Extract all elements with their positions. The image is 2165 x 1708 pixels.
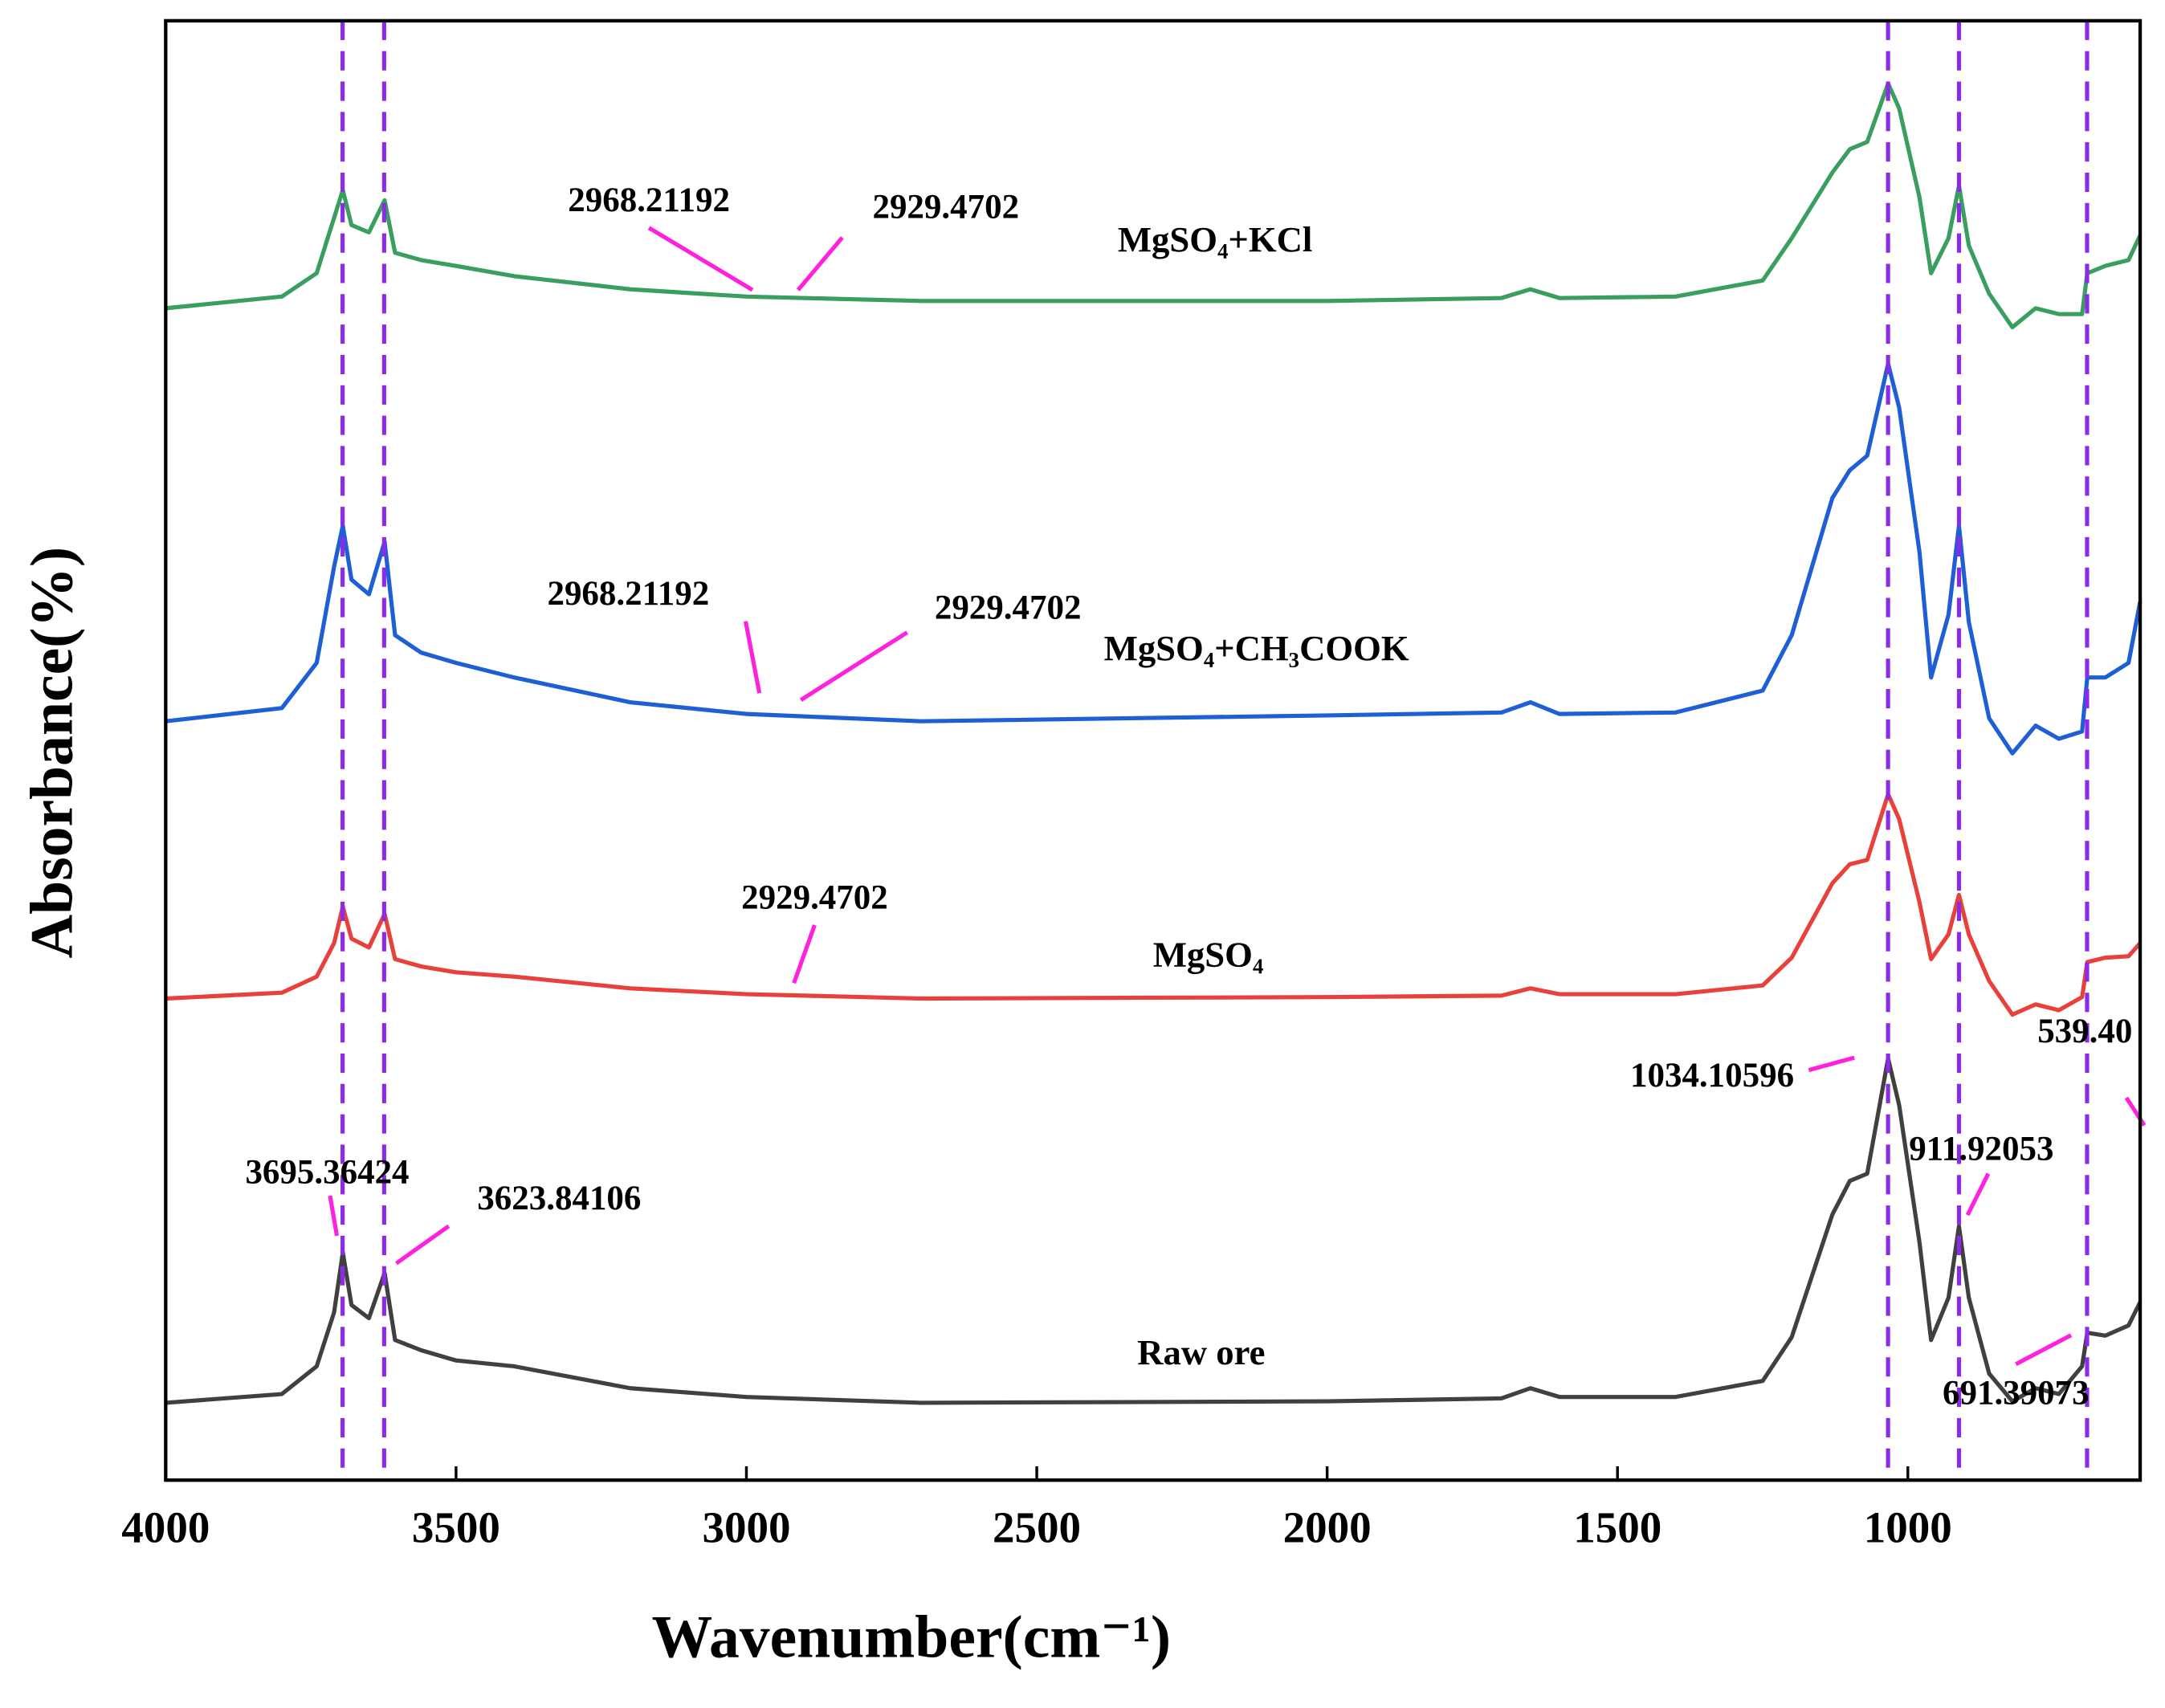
annotation: 2929.4702 [741, 878, 888, 916]
series-label: MgSO₄+CH₃COOK [1104, 628, 1409, 668]
spectrum-line [165, 792, 2142, 1017]
annotation-leader [328, 1195, 340, 1237]
series-label: MgSO₄ [1153, 935, 1264, 975]
annotation: 2968.21192 [547, 575, 709, 613]
annotation: 2929.4702 [872, 189, 1019, 226]
x-tick-label: 4000 [121, 1503, 210, 1552]
x-tick-label: 1500 [1573, 1503, 1661, 1552]
annotation-leader [647, 226, 754, 292]
annotation-leader [394, 1224, 451, 1266]
plot-frame [164, 18, 2143, 1482]
x-tick-label: 2500 [993, 1503, 1081, 1552]
annotation: 539.40 [2037, 1013, 2132, 1050]
spectrum-line [165, 361, 2143, 756]
annotation-leader [1965, 1172, 1991, 1217]
x-tick-label: 2000 [1283, 1503, 1372, 1552]
annotation-leader [1808, 1055, 1855, 1073]
x-tick-label: 1000 [1864, 1503, 1952, 1552]
x-tick-label: 3500 [412, 1503, 500, 1552]
annotation: 911.92053 [1909, 1130, 2053, 1168]
annotation: 2929.4702 [935, 589, 1082, 626]
series-label: Raw ore [1137, 1332, 1265, 1372]
y-axis-label: Absorbance(%) [18, 547, 85, 959]
annotation-leader [796, 236, 844, 291]
annotation: 1034.10596 [1630, 1057, 1794, 1095]
annotation: 691.39073 [1943, 1375, 2090, 1412]
annotation: 3695.36424 [245, 1154, 409, 1192]
spectrum-line [165, 1056, 2143, 1405]
annotation-leader [792, 924, 817, 984]
series-label: MgSO₄+KCl [1118, 219, 1312, 259]
annotation-leader [743, 621, 762, 694]
annotation: 2968.21192 [568, 181, 730, 219]
x-tick-label: 3000 [702, 1503, 790, 1552]
x-axis-label: Wavenumber(cm⁻¹) [651, 1604, 1171, 1670]
annotation-leader [2015, 1333, 2073, 1367]
annotation-leader [799, 630, 909, 702]
spectrum-line [165, 81, 2143, 330]
annotation: 3623.84106 [477, 1180, 641, 1217]
